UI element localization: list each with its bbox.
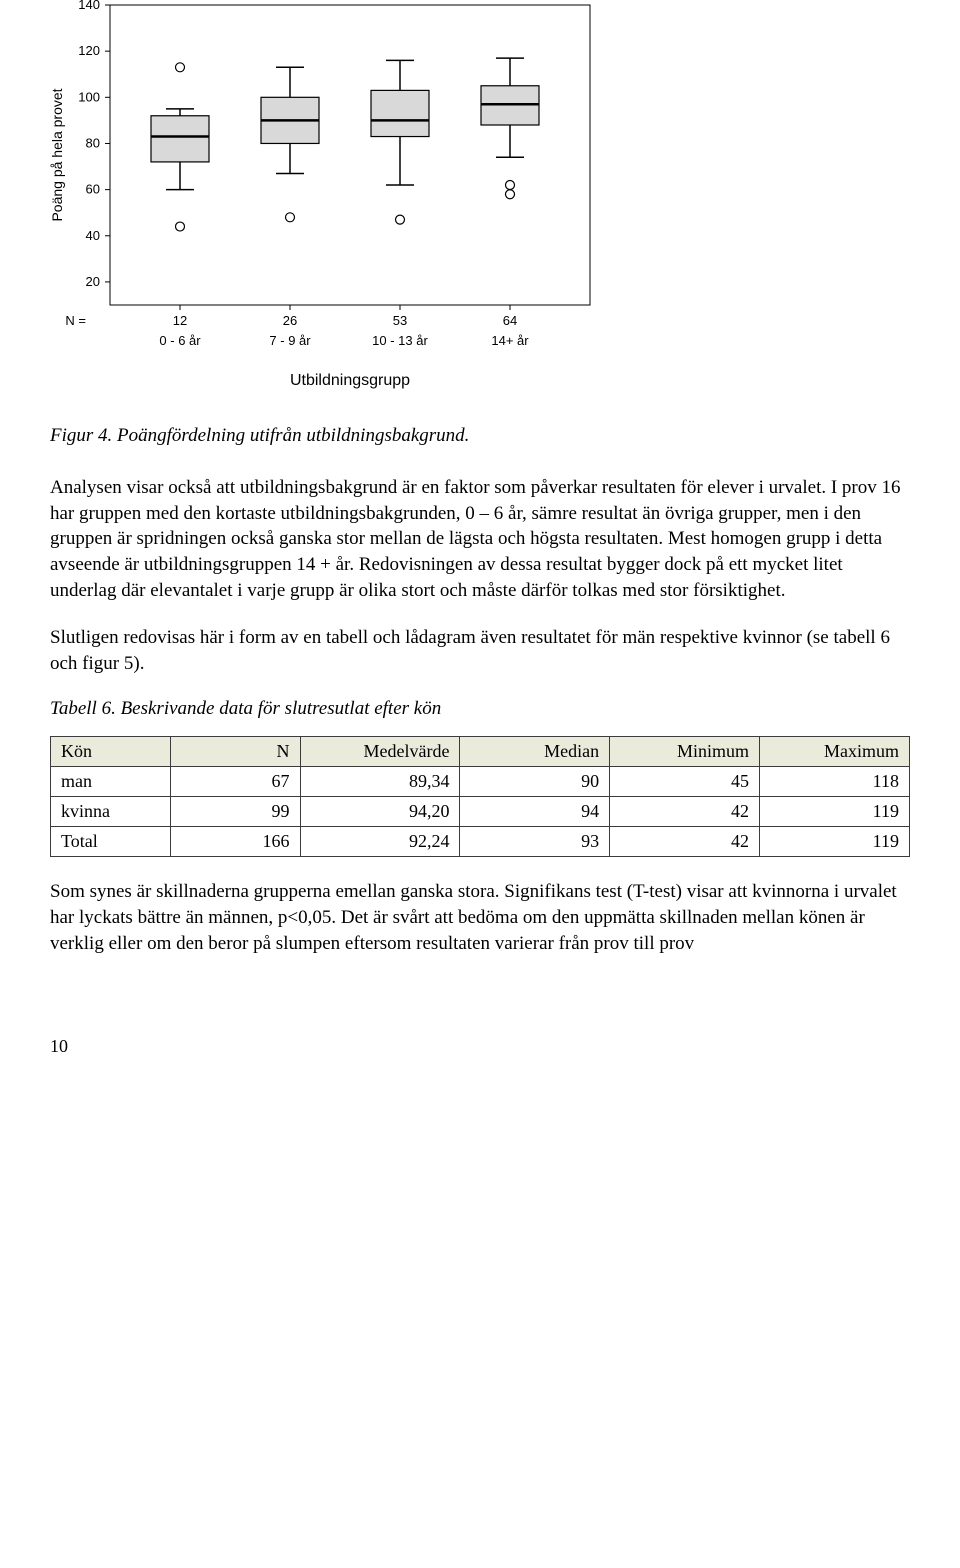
table-header: Maximum bbox=[759, 737, 909, 767]
svg-text:120: 120 bbox=[78, 43, 100, 58]
svg-text:140: 140 bbox=[78, 0, 100, 12]
data-table: KönNMedelvärdeMedianMinimumMaximumman678… bbox=[50, 736, 910, 857]
paragraph-3: Som synes är skillnaderna grupperna emel… bbox=[50, 879, 910, 956]
page-number: 10 bbox=[50, 1036, 910, 1057]
table-header: Median bbox=[460, 737, 610, 767]
table-row: man6789,349045118 bbox=[51, 767, 910, 797]
paragraph-2: Slutligen redovisas här i form av en tab… bbox=[50, 625, 910, 676]
paragraph-1: Analysen visar också att utbildningsbakg… bbox=[50, 475, 910, 603]
svg-text:0 - 6 år: 0 - 6 år bbox=[159, 333, 201, 348]
table-caption: Tabell 6. Beskrivande data för slutresut… bbox=[50, 698, 910, 720]
table-header: Kön bbox=[51, 737, 171, 767]
svg-text:40: 40 bbox=[86, 228, 100, 243]
figure-caption: Figur 4. Poängfördelning utifrån utbildn… bbox=[50, 425, 910, 447]
svg-text:53: 53 bbox=[393, 313, 407, 328]
table-header: Medelvärde bbox=[300, 737, 460, 767]
table-row: kvinna9994,209442119 bbox=[51, 797, 910, 827]
svg-text:100: 100 bbox=[78, 89, 100, 104]
svg-text:Utbildningsgrupp: Utbildningsgrupp bbox=[290, 372, 410, 389]
boxplot-chart: 20 40 60 80 100 120 140 Poäng på hela provet N =… bbox=[50, 0, 910, 405]
svg-text:12: 12 bbox=[173, 313, 187, 328]
svg-text:7 - 9 år: 7 - 9 år bbox=[269, 333, 311, 348]
svg-text:14+ år: 14+ år bbox=[491, 333, 529, 348]
table-header: Minimum bbox=[610, 737, 760, 767]
table-header: N bbox=[171, 737, 300, 767]
svg-text:80: 80 bbox=[86, 135, 100, 150]
svg-text:20: 20 bbox=[86, 274, 100, 289]
svg-text:10 - 13 år: 10 - 13 år bbox=[372, 333, 428, 348]
svg-text:N =: N = bbox=[65, 313, 86, 328]
svg-text:64: 64 bbox=[503, 313, 517, 328]
svg-text:60: 60 bbox=[86, 182, 100, 197]
table-row: Total16692,249342119 bbox=[51, 827, 910, 857]
svg-text:26: 26 bbox=[283, 313, 297, 328]
svg-text:Poäng på hela provet: Poäng på hela provet bbox=[50, 88, 65, 221]
